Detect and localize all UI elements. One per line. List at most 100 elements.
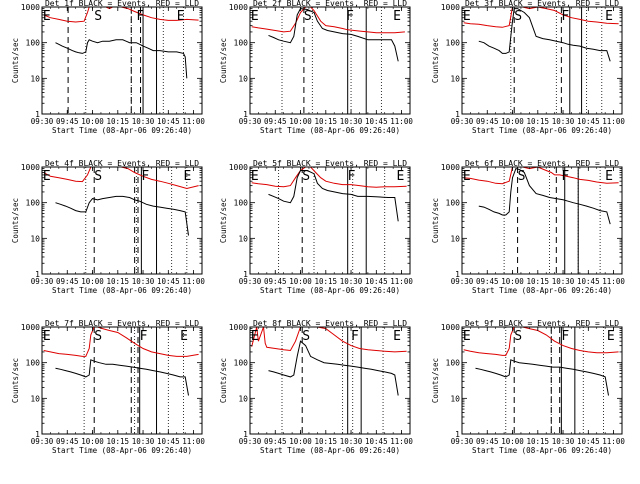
panel-title: Det 6f BLACK = Events, RED = LLD bbox=[465, 159, 619, 168]
x-tick-label: 11:00 bbox=[390, 117, 413, 126]
x-tick-label: 10:30 bbox=[132, 277, 155, 286]
time-markers bbox=[281, 7, 382, 114]
x-tick-label: 11:00 bbox=[602, 277, 625, 286]
events-series-line bbox=[475, 359, 609, 396]
y-tick-label: 1000 bbox=[21, 163, 40, 172]
y-tick-label: 10 bbox=[30, 74, 40, 83]
x-tick-label: 10:45 bbox=[157, 117, 180, 126]
y-tick-label: 1000 bbox=[229, 323, 248, 332]
x-tick-label: 09:45 bbox=[56, 277, 79, 286]
x-tick-label: 09:45 bbox=[264, 437, 287, 446]
y-tick-label: 10 bbox=[238, 74, 248, 83]
x-tick-label: 09:45 bbox=[264, 277, 287, 286]
x-tick-label: 10:00 bbox=[501, 117, 524, 126]
lld-series-line bbox=[251, 327, 407, 353]
x-tick-label: 10:00 bbox=[501, 437, 524, 446]
x-axis-label: Start Time (08-Apr-06 09:26:40) bbox=[52, 446, 192, 455]
time-markers bbox=[83, 327, 184, 434]
plot-frame bbox=[461, 6, 623, 115]
y-tick-label: 1000 bbox=[21, 3, 40, 12]
phase-marker-label: E bbox=[251, 329, 259, 344]
lld-series-line bbox=[251, 7, 405, 34]
x-tick-label: 09:30 bbox=[239, 117, 262, 126]
x-axis-label: Start Time (08-Apr-06 09:26:40) bbox=[260, 126, 400, 135]
phase-marker-label: E bbox=[43, 9, 51, 24]
y-axis-label: Counts/sec bbox=[11, 358, 20, 403]
x-tick-label: 10:45 bbox=[365, 117, 388, 126]
plot-frame bbox=[461, 166, 623, 275]
y-tick-label: 100 bbox=[446, 359, 461, 368]
x-tick-label: 10:15 bbox=[107, 437, 130, 446]
x-tick-label: 10:00 bbox=[81, 437, 104, 446]
phase-marker-label: F bbox=[141, 169, 149, 184]
time-markers bbox=[510, 7, 603, 114]
y-tick-label: 1 bbox=[243, 270, 248, 279]
x-tick-label: 11:00 bbox=[182, 117, 205, 126]
lld-series-line bbox=[251, 167, 407, 188]
y-tick-label: 1000 bbox=[229, 163, 248, 172]
x-tick-label: 10:00 bbox=[289, 117, 312, 126]
x-tick-label: 10:00 bbox=[289, 277, 312, 286]
phase-marker-label: S bbox=[514, 9, 522, 24]
x-tick-label: 11:00 bbox=[602, 437, 625, 446]
y-tick-label: 1 bbox=[455, 270, 460, 279]
y-tick-label: 1 bbox=[243, 430, 248, 439]
x-tick-label: 10:00 bbox=[501, 277, 524, 286]
x-axis-label: Start Time (08-Apr-06 09:26:40) bbox=[52, 126, 192, 135]
y-tick-label: 1000 bbox=[229, 3, 248, 12]
x-tick-label: 10:15 bbox=[527, 277, 550, 286]
phase-marker-label: E bbox=[463, 329, 471, 344]
panel-title: Det 4f BLACK = Events, RED = LLD bbox=[45, 159, 199, 168]
time-markers bbox=[67, 7, 184, 114]
y-tick-label: 1 bbox=[243, 110, 248, 119]
x-tick-label: 10:00 bbox=[81, 277, 104, 286]
x-tick-label: 10:30 bbox=[340, 277, 363, 286]
phase-marker-label: E bbox=[43, 329, 51, 344]
x-tick-label: 10:15 bbox=[107, 117, 130, 126]
plot-frame bbox=[461, 326, 623, 435]
phase-marker-label: S bbox=[304, 9, 312, 24]
time-markers bbox=[503, 167, 601, 274]
x-axis-label: Start Time (08-Apr-06 09:26:40) bbox=[472, 286, 612, 295]
phase-marker-label: F bbox=[561, 329, 569, 344]
y-axis-label: Counts/sec bbox=[431, 358, 440, 403]
events-series-line bbox=[268, 340, 399, 396]
lld-series-line bbox=[43, 327, 199, 357]
events-series-line bbox=[55, 39, 188, 79]
phase-marker-label: F bbox=[348, 169, 356, 184]
phase-marker-label: S bbox=[94, 9, 102, 24]
y-tick-label: 1 bbox=[455, 110, 460, 119]
y-tick-label: 1000 bbox=[441, 323, 460, 332]
x-tick-label: 09:30 bbox=[451, 277, 474, 286]
x-tick-label: 10:45 bbox=[365, 277, 388, 286]
x-tick-label: 10:30 bbox=[552, 437, 575, 446]
x-tick-label: 11:00 bbox=[182, 277, 205, 286]
x-tick-label: 10:45 bbox=[365, 437, 388, 446]
x-tick-label: 10:45 bbox=[157, 437, 180, 446]
panel-title: Det 1f BLACK = Events, RED = LLD bbox=[45, 0, 199, 8]
phase-marker-label: E bbox=[463, 169, 471, 184]
phase-marker-label: E bbox=[607, 329, 615, 344]
x-tick-label: 11:00 bbox=[602, 117, 625, 126]
x-tick-label: 09:30 bbox=[239, 437, 262, 446]
y-tick-label: 1 bbox=[35, 270, 40, 279]
panel-title: Det 7f BLACK = Events, RED = LLD bbox=[45, 319, 199, 328]
phase-marker-label: E bbox=[605, 9, 613, 24]
x-tick-label: 10:45 bbox=[157, 277, 180, 286]
x-tick-label: 09:30 bbox=[31, 437, 54, 446]
x-axis-label: Start Time (08-Apr-06 09:26:40) bbox=[472, 446, 612, 455]
phase-marker-label: E bbox=[393, 329, 401, 344]
x-tick-label: 09:45 bbox=[476, 117, 499, 126]
panel-title: Det 2f BLACK = Events, RED = LLD bbox=[253, 0, 407, 8]
y-axis-label: Counts/sec bbox=[11, 198, 20, 243]
y-tick-label: 10 bbox=[30, 234, 40, 243]
phase-marker-label: S bbox=[514, 329, 522, 344]
x-tick-label: 10:30 bbox=[340, 437, 363, 446]
